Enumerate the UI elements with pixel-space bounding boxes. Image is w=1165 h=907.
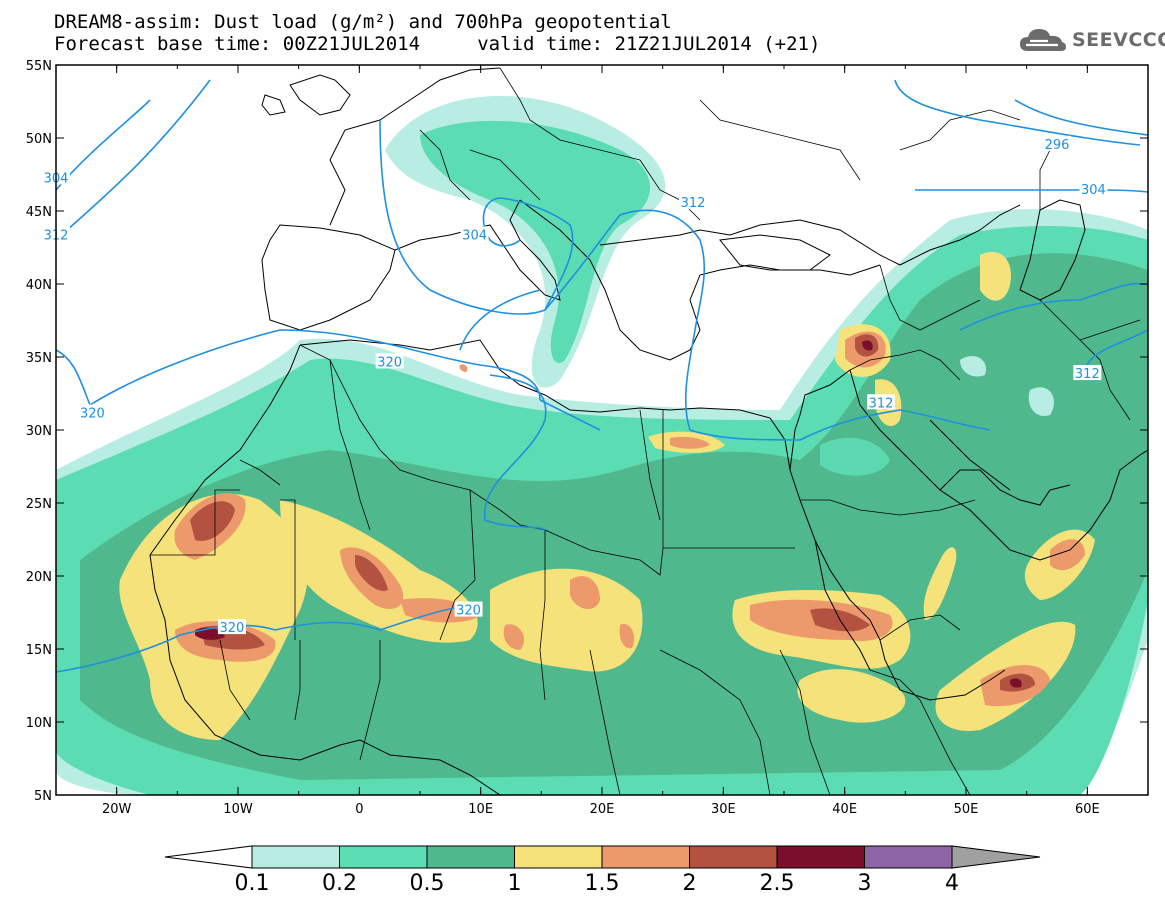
svg-text:312: 312 — [681, 196, 706, 211]
svg-text:320: 320 — [456, 604, 481, 619]
lat-tick-label: 20N — [26, 570, 52, 585]
contour-label: 320 — [78, 404, 107, 421]
colorbar-label: 0.1 — [235, 871, 270, 896]
colorbar-swatch — [339, 845, 428, 869]
lat-tick-label: 50N — [26, 132, 52, 147]
colorbar-label: 3 — [858, 871, 872, 896]
contour-label: 312 — [867, 394, 896, 411]
colorbar-swatch — [601, 845, 690, 869]
colorbar-swatch — [514, 845, 603, 869]
svg-text:320: 320 — [220, 621, 245, 636]
lat-tick-label: 25N — [26, 497, 52, 512]
colorbar-label: 2.5 — [760, 871, 795, 896]
map-title-line1: DREAM8-assim: Dust load (g/m²) and 700hP… — [54, 11, 672, 33]
lat-tick-label: 40N — [26, 278, 52, 293]
colorbar-label: 4 — [945, 871, 959, 896]
lat-tick-label: 35N — [26, 351, 52, 366]
lon-tick-label: 20E — [590, 802, 615, 817]
contour-label: 296 — [1043, 135, 1071, 153]
svg-text:320: 320 — [80, 406, 105, 421]
colorbar-label: 1.5 — [585, 871, 620, 896]
lon-tick-label: 10W — [223, 802, 253, 817]
lon-tick-label: 60E — [1075, 802, 1100, 817]
lon-tick-label: 10E — [468, 802, 493, 817]
lon-tick-label: 50E — [954, 802, 979, 817]
coastlines — [149, 67, 1148, 795]
logo-text: SEEVCCC — [1072, 29, 1165, 51]
lat-tick-label: 5N — [34, 789, 52, 804]
svg-text:320: 320 — [377, 355, 402, 370]
cloud-icon — [1020, 29, 1066, 51]
svg-text:304: 304 — [1081, 183, 1106, 198]
contour-label: 312 — [679, 194, 707, 211]
contour-label: 312 — [1073, 365, 1102, 382]
colorbar-swatch — [251, 845, 340, 869]
colorbar: 0.1 0.2 0.5 1 1.5 2 2.5 3 4 — [164, 845, 1041, 896]
dust-field — [56, 65, 1148, 795]
svg-text:304: 304 — [462, 228, 487, 243]
map-title-line2: Forecast base time: 00Z21JUL2014 valid t… — [54, 33, 821, 55]
lat-tick-label: 10N — [26, 716, 52, 731]
axis-ticks: 20W 10W 0 10E 20E 30E 40E 50E 60E 5N 10N 15N 20N 25N 3… — [26, 59, 1149, 817]
contour-label: 320 — [375, 353, 404, 370]
svg-text:312: 312 — [869, 396, 894, 411]
lat-tick-label: 45N — [26, 205, 52, 220]
seevccc-logo: SEEVCCC — [1018, 24, 1165, 56]
contour-label: 304 — [460, 226, 489, 243]
svg-text:296: 296 — [1045, 138, 1070, 153]
svg-text:312: 312 — [1075, 367, 1100, 382]
colorbar-swatch — [776, 845, 865, 869]
colorbar-label: 0.2 — [322, 871, 357, 896]
contour-label: 320 — [217, 619, 246, 636]
lon-tick-label: 40E — [832, 802, 857, 817]
colorbar-over-triangle — [951, 845, 1041, 869]
lon-tick-label: 20W — [102, 802, 132, 817]
colorbar-swatch — [426, 845, 515, 869]
lat-tick-label: 55N — [26, 59, 52, 74]
contour-label: 320 — [454, 601, 483, 619]
colorbar-label: 1 — [508, 871, 522, 896]
colorbar-label: 0.5 — [410, 871, 445, 896]
dust-band-europe-medium — [420, 120, 650, 364]
colorbar-under-triangle — [164, 845, 253, 869]
lon-tick-label: 0 — [355, 802, 363, 817]
colorbar-swatch — [689, 845, 778, 869]
lon-tick-label: 30E — [711, 802, 736, 817]
lat-tick-label: 30N — [26, 424, 52, 439]
colorbar-swatch — [864, 845, 953, 869]
colorbar-label: 2 — [683, 871, 697, 896]
contour-label: 304 — [1079, 181, 1108, 198]
lat-tick-label: 15N — [26, 643, 52, 658]
